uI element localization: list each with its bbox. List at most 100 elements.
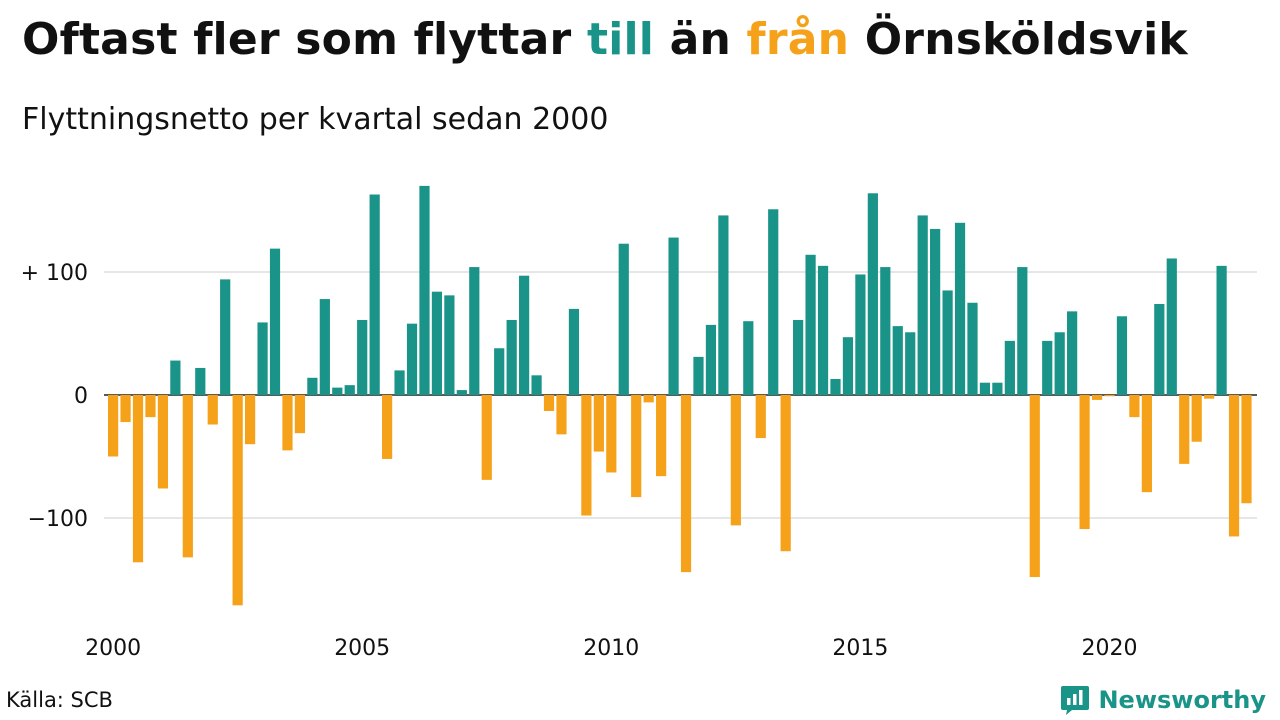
bar (1216, 265, 1227, 395)
bar (930, 228, 941, 395)
bar (593, 395, 604, 452)
bar (444, 295, 455, 395)
bar (120, 395, 131, 423)
bar (182, 395, 193, 558)
bar (369, 194, 380, 395)
bar (1104, 395, 1115, 397)
chart-subtitle: Flyttningsnetto per kvartal sedan 2000 (22, 102, 609, 137)
bar (992, 382, 1003, 395)
bar (282, 395, 293, 451)
bar (1228, 395, 1240, 537)
bar (581, 395, 592, 516)
bar (469, 267, 480, 395)
bar (132, 395, 144, 563)
bar (157, 395, 169, 489)
bar (867, 193, 878, 395)
bar (294, 395, 306, 434)
y-tick-label: −100 (28, 507, 88, 532)
bar (656, 395, 667, 477)
bar (954, 222, 966, 395)
bar (195, 367, 206, 395)
y-tick-label: + 100 (21, 261, 88, 286)
newsworthy-logo-icon (1061, 686, 1090, 715)
labels-layer: + 100 0 −100 2000 2005 2010 2015 2020 (21, 261, 1138, 661)
title-part-3: Örnsköldsvik (849, 14, 1188, 65)
bar (793, 319, 804, 395)
bar (1029, 395, 1040, 578)
bar (718, 215, 729, 395)
bar (780, 395, 791, 552)
bar (942, 290, 953, 395)
bar (1004, 340, 1015, 395)
bar (382, 395, 393, 459)
bar (1129, 395, 1140, 418)
bar (232, 395, 243, 606)
bar (880, 267, 891, 395)
bar (680, 395, 692, 573)
bar (606, 395, 617, 473)
bar (506, 319, 517, 395)
bar (917, 215, 928, 395)
bar (519, 275, 530, 395)
bar (817, 265, 829, 395)
bar (494, 348, 505, 395)
bar (730, 395, 741, 526)
bar (543, 395, 555, 411)
title-highlight-out: från (746, 14, 850, 65)
x-tick-label: 2015 (832, 636, 888, 661)
bar (245, 395, 256, 445)
bar (108, 395, 119, 457)
bar (406, 323, 418, 395)
bar (319, 299, 330, 395)
bar (332, 387, 343, 395)
bar (1017, 267, 1028, 395)
bar (1042, 340, 1053, 395)
bar (145, 395, 156, 418)
bar (431, 291, 443, 395)
bar (1054, 332, 1065, 395)
bar (743, 321, 754, 395)
brand-name: Newsworthy (1098, 686, 1266, 714)
bar (344, 385, 355, 395)
bar (805, 254, 816, 395)
title-part-2: än (654, 14, 747, 65)
x-tick-label: 2020 (1082, 636, 1138, 661)
bar (631, 395, 642, 498)
bar (257, 322, 268, 395)
bar (357, 319, 368, 395)
bar (855, 274, 866, 395)
brand-logo: Newsworthy (1060, 684, 1266, 716)
chart-title: Oftast fler som flyttar till än från Örn… (22, 14, 1188, 65)
bar (456, 390, 467, 395)
bar (842, 337, 854, 395)
bar (220, 279, 231, 395)
bar (568, 308, 580, 395)
bar (307, 377, 318, 395)
bar (481, 395, 492, 480)
bar (755, 395, 766, 439)
bar (1154, 303, 1165, 395)
bar (705, 324, 717, 395)
bar (892, 326, 903, 395)
x-tick-label: 2000 (85, 636, 141, 661)
bar (830, 379, 841, 395)
bar (269, 248, 281, 395)
bar (1241, 395, 1252, 504)
bar (668, 237, 679, 395)
bar (1091, 395, 1103, 400)
x-tick-label: 2005 (334, 636, 390, 661)
bar (693, 356, 704, 395)
x-tick-label: 2010 (583, 636, 639, 661)
bar (419, 185, 430, 395)
y-tick-label: 0 (74, 384, 88, 409)
bar (1179, 395, 1190, 464)
bar (643, 395, 654, 403)
bar (531, 375, 542, 395)
bar (618, 243, 629, 395)
bar (1116, 316, 1128, 395)
bar (967, 302, 978, 395)
bars-layer (108, 185, 1252, 606)
bar (170, 360, 181, 395)
bar (394, 370, 405, 395)
bar (1141, 395, 1152, 493)
